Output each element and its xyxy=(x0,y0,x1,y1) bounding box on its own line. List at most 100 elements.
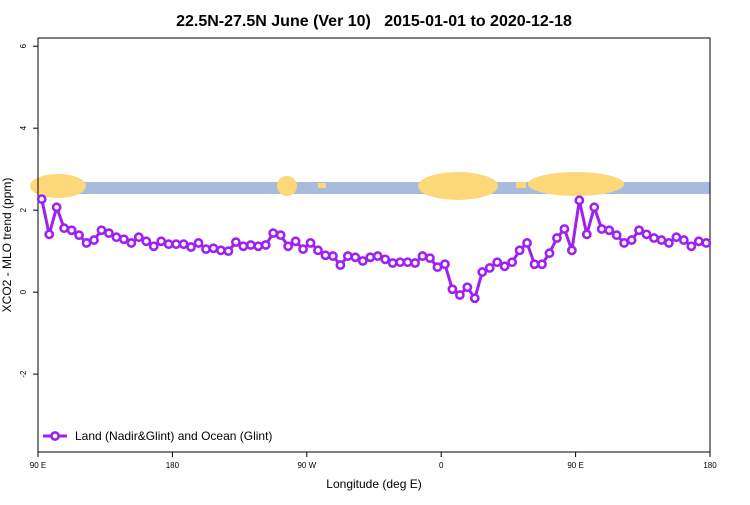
data-point xyxy=(245,240,256,250)
data-point xyxy=(238,241,249,252)
data-point xyxy=(81,238,92,248)
data-point xyxy=(581,229,592,240)
data-point xyxy=(216,245,226,256)
data-point xyxy=(201,244,211,254)
data-point xyxy=(290,236,301,247)
data-point xyxy=(447,284,458,295)
data-point xyxy=(462,282,473,293)
y-tick-label: -2 xyxy=(19,370,28,378)
data-point xyxy=(589,202,600,213)
x-axis-label: Longitude (deg E) xyxy=(326,477,421,491)
data-point xyxy=(626,235,637,245)
data-point xyxy=(133,232,144,243)
plot-frame xyxy=(37,37,711,453)
data-point xyxy=(260,240,271,250)
data-point xyxy=(566,245,577,256)
data-point xyxy=(171,239,182,250)
data-point xyxy=(432,262,443,273)
data-point xyxy=(141,236,152,247)
data-point xyxy=(253,241,264,252)
legend-label: Land (Nadir&Glint) and Ocean (Glint) xyxy=(75,429,272,443)
legend-marker xyxy=(50,431,60,441)
data-point xyxy=(410,258,420,268)
data-point xyxy=(529,259,540,270)
data-point xyxy=(522,238,532,248)
data-point xyxy=(320,250,331,261)
x-tick-label: 90 E xyxy=(567,461,583,470)
data-point xyxy=(148,241,159,252)
data-point xyxy=(611,230,622,241)
x-tick-label: 0 xyxy=(439,461,444,470)
x-tick-label: 90 E xyxy=(30,461,46,470)
x-tick-label: 180 xyxy=(166,461,180,470)
y-axis-label: XCO2 - MLO trend (ppm) xyxy=(0,178,14,313)
data-point xyxy=(484,263,495,273)
data-point xyxy=(126,238,137,248)
data-point xyxy=(44,229,55,240)
data-point xyxy=(275,230,286,241)
data-point xyxy=(514,245,525,256)
data-point xyxy=(313,245,323,256)
data-point xyxy=(372,251,383,261)
data-point xyxy=(156,236,167,247)
data-point xyxy=(178,239,189,250)
data-point xyxy=(440,259,450,270)
data-point xyxy=(574,195,585,206)
data-point xyxy=(417,251,428,261)
data-point xyxy=(544,248,555,259)
data-point xyxy=(230,237,241,248)
data-point xyxy=(357,256,368,266)
data-point xyxy=(596,224,607,234)
data-point xyxy=(380,254,391,265)
data-point xyxy=(469,293,480,304)
data-point xyxy=(89,235,99,245)
y-tick-label: 0 xyxy=(19,289,28,294)
data-point xyxy=(66,225,77,236)
data-point xyxy=(186,242,196,252)
data-point xyxy=(36,194,47,204)
data-point xyxy=(335,260,346,270)
data-point xyxy=(641,229,652,240)
data-point xyxy=(59,223,70,234)
data-point xyxy=(552,233,562,243)
data-point xyxy=(678,235,689,245)
y-tick-label: 6 xyxy=(19,43,28,48)
data-point xyxy=(342,251,353,261)
data-point xyxy=(96,225,107,236)
data-point xyxy=(51,202,62,213)
data-point xyxy=(328,251,338,261)
map-strip xyxy=(30,172,710,200)
data-point xyxy=(649,233,659,243)
data-point xyxy=(477,267,488,277)
data-point xyxy=(395,257,406,268)
data-point xyxy=(305,238,316,248)
data-point xyxy=(634,225,644,236)
data-point xyxy=(387,258,398,268)
data-point xyxy=(499,261,510,272)
data-point xyxy=(268,228,279,239)
data-point xyxy=(104,228,114,239)
data-point xyxy=(365,252,376,263)
chart-title: 22.5N-27.5N June (Ver 10) 2015-01-01 to … xyxy=(176,13,572,30)
data-point xyxy=(559,224,570,234)
data-point xyxy=(664,238,674,248)
data-point xyxy=(283,241,294,252)
x-tick-label: 90 W xyxy=(297,461,316,470)
series-line xyxy=(40,198,707,300)
data-point xyxy=(298,244,308,254)
x-tick-label: 180 xyxy=(703,461,717,470)
data-point xyxy=(604,225,615,236)
data-point xyxy=(492,257,503,268)
data-point xyxy=(454,290,465,300)
data-point xyxy=(223,246,234,257)
data-point xyxy=(208,243,219,254)
data-point xyxy=(619,238,630,248)
data-point xyxy=(118,234,129,245)
data-point xyxy=(193,238,204,248)
data-point xyxy=(425,253,435,264)
data-point xyxy=(402,257,413,268)
data-point xyxy=(350,252,361,263)
data-point xyxy=(163,239,174,250)
data-point xyxy=(671,232,682,243)
data-point xyxy=(693,236,704,247)
